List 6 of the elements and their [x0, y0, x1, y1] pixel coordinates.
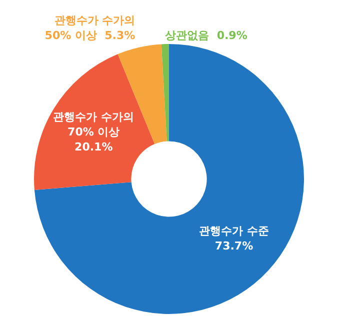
data-label: 20.1%: [74, 140, 113, 154]
slice-label: 상관없음 0.9%: [165, 28, 248, 42]
slice-label: 관행수가 수가의 70% 이상: [53, 110, 134, 139]
slice-label: 관행수가 수가의 50% 이상 5.3%: [44, 14, 136, 42]
slice-label: 관행수가 수준: [199, 224, 269, 238]
data-label: 73.7%: [214, 239, 254, 252]
